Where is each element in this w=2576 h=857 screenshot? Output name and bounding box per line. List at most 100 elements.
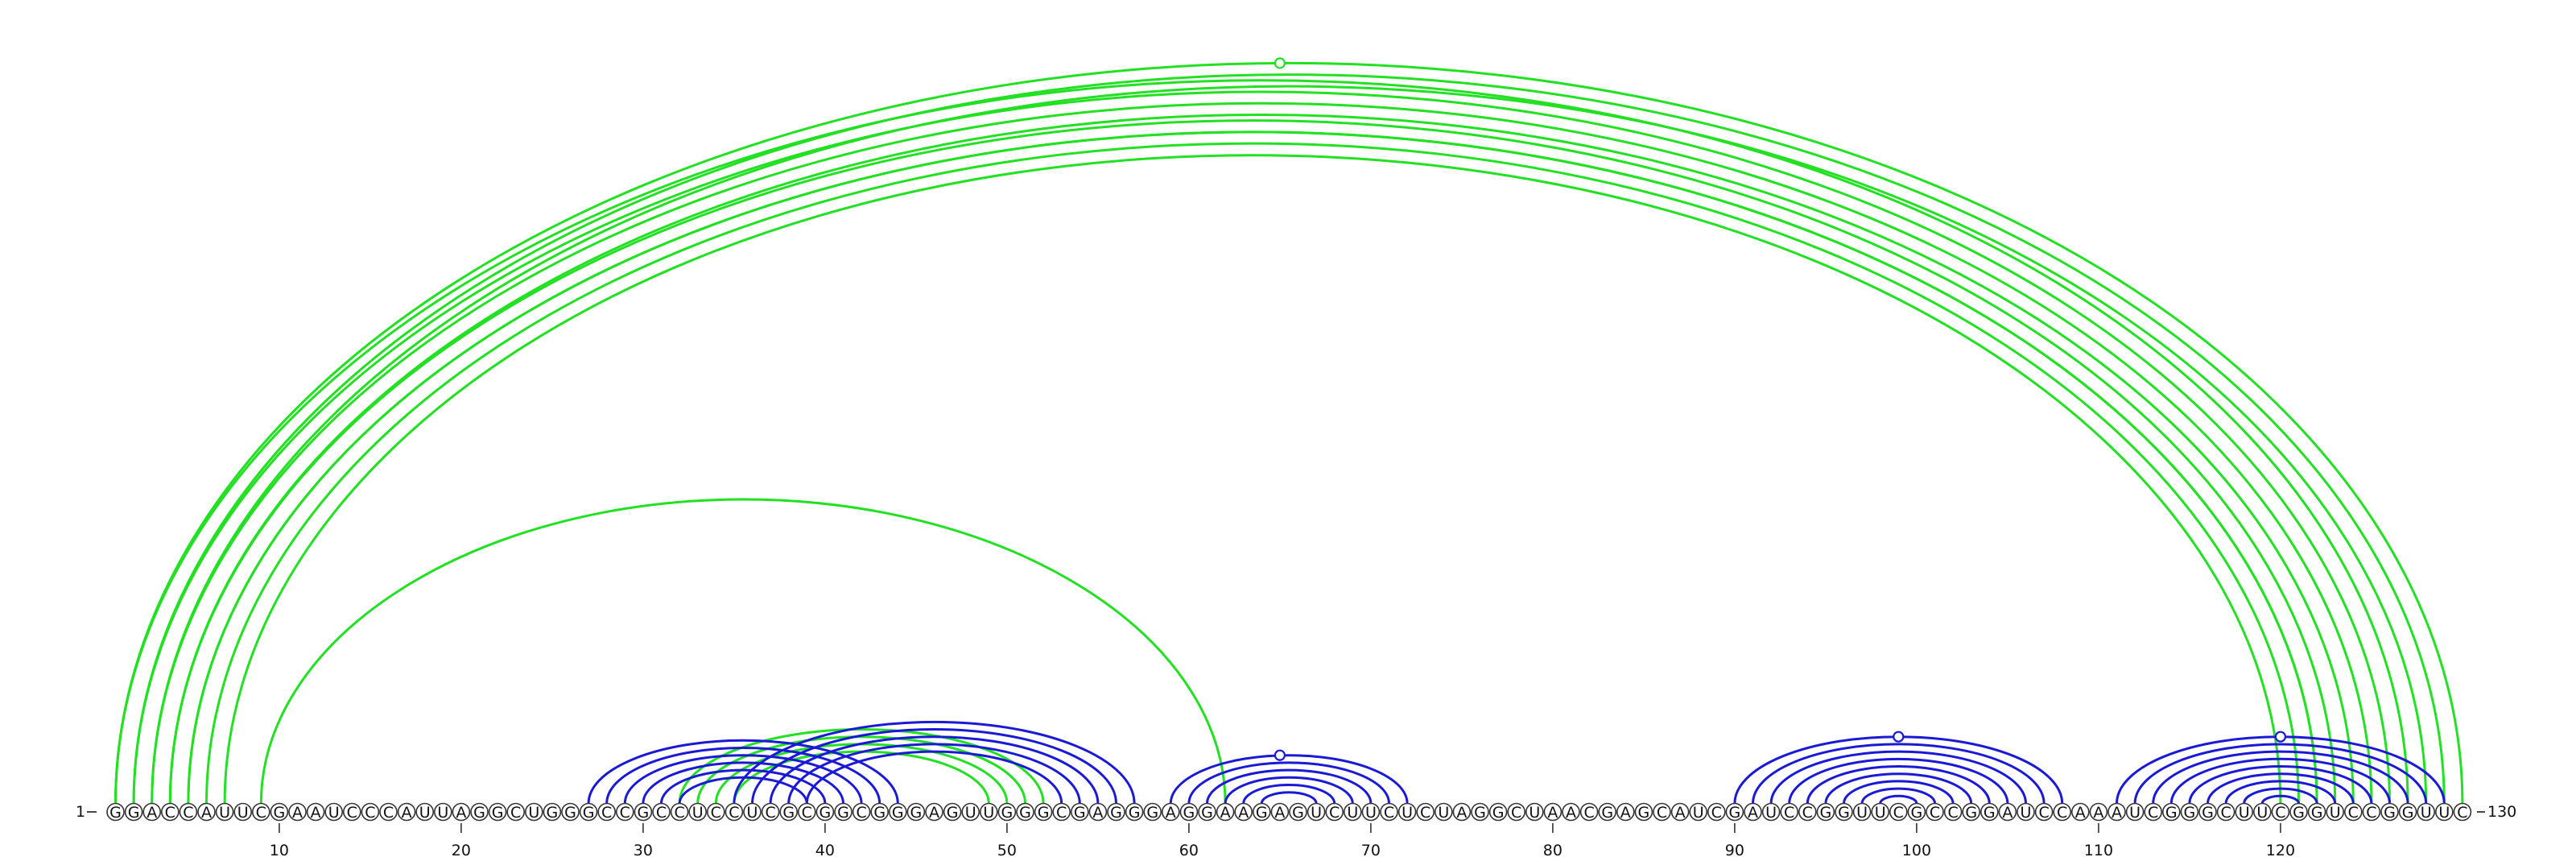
nucleotide-letter: G bbox=[1183, 804, 1195, 822]
nucleotide-circle bbox=[361, 802, 380, 822]
nucleotide-circle bbox=[1907, 802, 1926, 822]
nucleotide-circle bbox=[797, 802, 816, 822]
nucleotide: U bbox=[1435, 802, 1453, 822]
nucleotide-circle bbox=[2326, 802, 2344, 822]
nucleotide-letter: U bbox=[1693, 804, 1704, 822]
nucleotide: A bbox=[1162, 802, 1180, 822]
nucleotide-circle bbox=[961, 802, 980, 822]
nucleotide-circle bbox=[2162, 802, 2181, 822]
nucleotide: C bbox=[1579, 802, 1599, 822]
nucleotide: C bbox=[251, 802, 270, 822]
nucleotide-circle bbox=[2198, 802, 2217, 822]
base-pair-arc bbox=[2224, 780, 2337, 804]
nucleotide-letter: U bbox=[2021, 804, 2032, 822]
nucleotide-letter: G bbox=[1911, 804, 1923, 822]
nucleotide-letter: C bbox=[601, 804, 612, 822]
nucleotide: G bbox=[634, 802, 653, 822]
nucleotide-circle bbox=[2180, 802, 2199, 822]
nucleotide-circle bbox=[324, 802, 344, 822]
nucleotide-circle bbox=[1579, 802, 1599, 822]
nucleotide-letter: C bbox=[510, 804, 521, 822]
nucleotide-letter: C bbox=[1784, 804, 1794, 822]
nucleotide-circle bbox=[506, 802, 526, 822]
nucleotide: U bbox=[688, 802, 708, 822]
nucleotide-circle bbox=[2453, 802, 2472, 822]
nucleotide-letter: G bbox=[1820, 804, 1832, 822]
nucleotide-letter: C bbox=[1329, 804, 1340, 822]
nucleotide-circle bbox=[1543, 802, 1563, 822]
nucleotide-letter: A bbox=[2075, 804, 2086, 822]
nucleotide-circle bbox=[1034, 802, 1053, 822]
nucleotide-circle bbox=[1798, 802, 1817, 822]
nucleotide-letter: G bbox=[1838, 804, 1850, 822]
nucleotide: U bbox=[1525, 802, 1544, 822]
nucleotide-circle bbox=[1634, 802, 1653, 822]
nucleotide-letter: U bbox=[1875, 804, 1886, 822]
nucleotide: C bbox=[506, 802, 526, 822]
nucleotide-circle bbox=[1253, 802, 1271, 822]
nucleotide: C bbox=[670, 802, 689, 822]
nucleotide: A bbox=[1616, 802, 1635, 822]
nucleotide-circle bbox=[670, 802, 689, 822]
nucleotide-letter: C bbox=[1947, 804, 1958, 822]
nucleotide-letter: C bbox=[765, 804, 775, 822]
nucleotide-circle bbox=[1889, 802, 1908, 822]
nucleotide: C bbox=[1943, 802, 1963, 822]
nucleotide: G bbox=[1907, 802, 1926, 822]
nucleotide-circle bbox=[2017, 802, 2035, 822]
nucleotide-circle bbox=[415, 802, 435, 822]
nucleotide-circle bbox=[743, 802, 762, 822]
base-pair-arc bbox=[1860, 787, 1936, 804]
nucleotide: C bbox=[1798, 802, 1817, 822]
base-pair-arc bbox=[114, 61, 2464, 804]
base-pair-arc bbox=[1187, 761, 1390, 804]
nucleotide: G bbox=[779, 802, 799, 822]
nucleotide-circle bbox=[2380, 802, 2399, 822]
nucleotide-circle bbox=[1488, 802, 1508, 822]
nucleotide-letter: G bbox=[910, 804, 923, 822]
base-pair-arc bbox=[187, 130, 2318, 804]
nucleotide: C bbox=[1653, 802, 1671, 822]
nucleotide-letter: C bbox=[1930, 804, 1940, 822]
nucleotide: G bbox=[1143, 802, 1162, 822]
nucleotide-letter: G bbox=[1146, 804, 1158, 822]
nucleotide: G bbox=[488, 802, 507, 822]
nucleotide: G bbox=[889, 802, 907, 822]
nucleotide: A bbox=[2107, 802, 2126, 822]
base-pair-arc bbox=[187, 130, 2318, 804]
nucleotide-circle bbox=[1416, 802, 1435, 822]
nucleotide-circle bbox=[1653, 802, 1671, 822]
nucleotide: U bbox=[1852, 802, 1872, 822]
base-pair-arc bbox=[678, 728, 1045, 804]
nucleotide-letter: G bbox=[1965, 804, 1977, 822]
base-pair-arc bbox=[2243, 787, 2318, 804]
nucleotide: C bbox=[2344, 802, 2363, 822]
nucleotide-letter: U bbox=[1765, 804, 1777, 822]
nucleotide-circle bbox=[1926, 802, 1944, 822]
nucleotide: A bbox=[2089, 802, 2108, 822]
nucleotide-circle bbox=[1707, 802, 1726, 822]
nucleotide-circle bbox=[543, 802, 562, 822]
tick-label: 30 bbox=[634, 842, 653, 857]
nucleotide: C bbox=[797, 802, 816, 822]
tick-label: 10 bbox=[270, 842, 289, 857]
nucleotide-letter: G bbox=[1638, 804, 1650, 822]
nucleotide: A bbox=[925, 802, 943, 822]
base-pair-arc bbox=[1224, 776, 1354, 804]
nucleotide-circle bbox=[1143, 802, 1162, 822]
base-pair-arc bbox=[623, 754, 863, 804]
nucleotide: G bbox=[815, 802, 835, 822]
arc-set bbox=[114, 57, 2464, 804]
nucleotide-letter: A bbox=[929, 804, 939, 822]
nucleotide: G bbox=[1107, 802, 1125, 822]
nucleotide: A bbox=[1670, 802, 1690, 822]
nucleotide-letter: U bbox=[2129, 804, 2140, 822]
nucleotide: A bbox=[197, 802, 216, 822]
nucleotide: G bbox=[561, 802, 580, 822]
nucleotide-circle bbox=[1289, 802, 1307, 822]
nucleotide: C bbox=[1325, 802, 1344, 822]
base-pair-arc bbox=[733, 720, 1136, 804]
nucleotide: U bbox=[1307, 802, 1326, 822]
nucleotide-circle bbox=[2435, 802, 2454, 822]
nucleotide-circle bbox=[925, 802, 943, 822]
